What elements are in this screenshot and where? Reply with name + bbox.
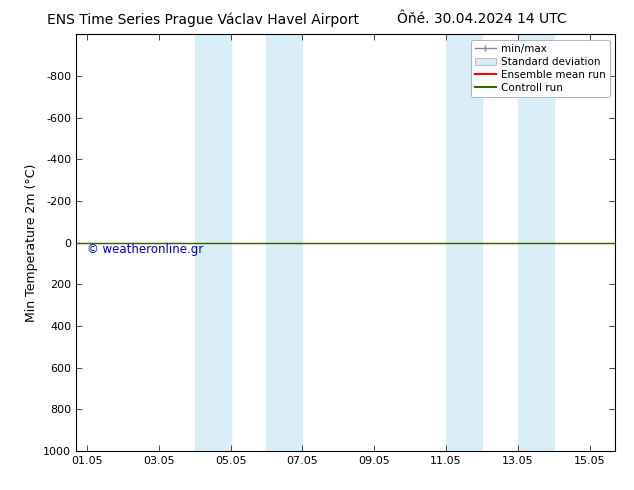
Text: ENS Time Series Prague Václav Havel Airport: ENS Time Series Prague Václav Havel Airp… xyxy=(47,12,359,27)
Bar xyxy=(518,34,554,451)
Legend: min/max, Standard deviation, Ensemble mean run, Controll run: min/max, Standard deviation, Ensemble me… xyxy=(470,40,610,97)
Text: © weatheronline.gr: © weatheronline.gr xyxy=(87,243,203,256)
Bar xyxy=(195,34,231,451)
Bar xyxy=(266,34,302,451)
Y-axis label: Min Temperature 2m (°C): Min Temperature 2m (°C) xyxy=(25,163,37,322)
Text: Ôňé. 30.04.2024 14 UTC: Ôňé. 30.04.2024 14 UTC xyxy=(397,12,567,26)
Bar xyxy=(446,34,482,451)
